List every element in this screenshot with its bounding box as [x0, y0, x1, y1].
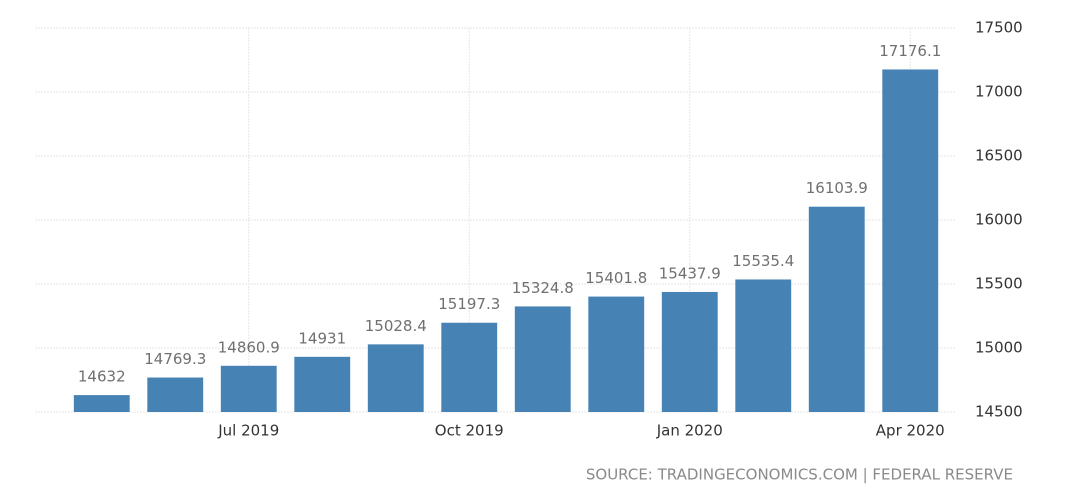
value-label: 15535.4 [732, 252, 794, 270]
bar [147, 377, 204, 412]
bar [367, 344, 424, 412]
value-label: 15401.8 [585, 269, 647, 287]
value-label: 15028.4 [365, 317, 427, 335]
y-tick-label: 16000 [975, 211, 1023, 229]
value-label: 15324.8 [512, 279, 574, 297]
y-tick-label: 15500 [975, 275, 1023, 293]
bar [808, 206, 865, 412]
bar [882, 69, 939, 412]
x-tick-label: Apr 2020 [876, 422, 945, 440]
x-tick-label: Jul 2019 [217, 422, 279, 440]
bar [294, 356, 351, 412]
bar [441, 322, 498, 412]
value-label: 14632 [78, 368, 126, 386]
value-label: 15197.3 [438, 295, 500, 313]
value-label: 16103.9 [806, 179, 868, 197]
y-tick-label: 17500 [975, 19, 1023, 37]
bar [514, 306, 571, 412]
y-tick-label: 16500 [975, 147, 1023, 165]
value-label: 15437.9 [659, 264, 721, 282]
x-tick-label: Oct 2019 [435, 422, 504, 440]
value-label: 14769.3 [144, 350, 206, 368]
y-tick-label: 17000 [975, 83, 1023, 101]
bar [735, 279, 792, 412]
y-tick-label: 15000 [975, 339, 1023, 357]
value-label: 17176.1 [879, 42, 941, 60]
source: SOURCE: TRADINGECONOMICS.COM | FEDERAL R… [586, 466, 1013, 484]
value-label: 14931 [298, 329, 346, 347]
bar [588, 296, 645, 412]
bar [73, 395, 130, 412]
y-tick-label: 14500 [975, 403, 1023, 421]
x-tick-label: Jan 2020 [656, 422, 723, 440]
bar [661, 291, 718, 412]
value-label: 14860.9 [218, 338, 280, 356]
bar [220, 365, 277, 412]
